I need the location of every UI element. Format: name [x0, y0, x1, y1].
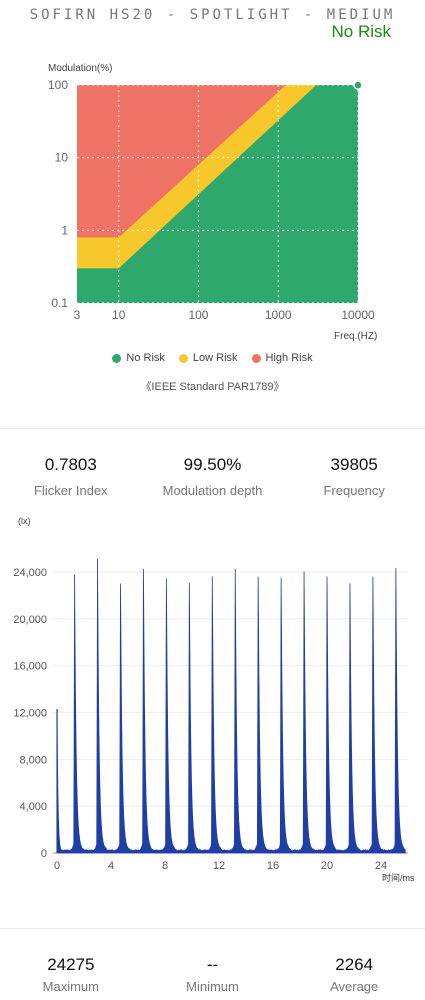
- x-tick-label: 10: [112, 308, 126, 322]
- measured-point-marker: [353, 80, 363, 90]
- y-tick-label: 0.1: [51, 296, 68, 310]
- y-tick-label: 20,000: [13, 614, 47, 626]
- legend-item-no-risk: No Risk: [112, 352, 165, 364]
- legend-dot-low-risk: [178, 353, 188, 363]
- stat-label: Maximum: [42, 979, 99, 994]
- stat-label: Minimum: [186, 979, 239, 994]
- stat-value: 2264: [335, 955, 374, 974]
- x-tick-label: 24: [375, 860, 387, 872]
- legend-item-low-risk: Low Risk: [178, 352, 238, 364]
- stat-label: Frequency: [323, 483, 385, 498]
- divider: [0, 428, 425, 429]
- standard-note: 《IEEE Standard PAR1789》: [140, 381, 285, 393]
- y-tick-label: 10: [55, 151, 69, 165]
- signal-waveform: [56, 558, 406, 854]
- y-axis-title: (lx): [18, 516, 31, 526]
- legend-label: High Risk: [265, 352, 313, 364]
- risk-status-label: No Risk: [331, 22, 391, 41]
- stat-modulation-depth: 99.50% Modulation depth: [142, 455, 284, 498]
- risk-legend: No Risk Low Risk High Risk: [0, 352, 425, 364]
- stat-value: 39805: [330, 455, 378, 474]
- x-tick-label: 3: [74, 308, 81, 322]
- x-tick-label: 0: [54, 860, 60, 872]
- x-tick-label: 20: [321, 860, 333, 872]
- x-tick-label: 10000: [341, 308, 375, 322]
- top-stats: 0.7803 Flicker Index 99.50% Modulation d…: [0, 455, 425, 498]
- x-tick-label: 4: [108, 860, 114, 872]
- stat-label: Flicker Index: [33, 483, 108, 498]
- y-tick-label: 0: [41, 848, 47, 860]
- y-tick-label: 4,000: [19, 801, 47, 813]
- no-risk-region: [77, 85, 358, 303]
- waveform-chart: 0 4,000 8,000 12,000 16,000 20,000 24,000 0 4 8 12…: [13, 516, 415, 883]
- x-tick-label: 1000: [265, 308, 292, 322]
- y-tick-label: 8,000: [19, 754, 47, 766]
- legend-label: Low Risk: [192, 352, 238, 364]
- y-tick-label: 100: [48, 78, 68, 92]
- legend-dot-no-risk: [112, 353, 122, 363]
- page-title: SOFIRN HS20 - SPOTLIGHT - MEDIUM: [29, 7, 396, 23]
- legend-item-high-risk: High Risk: [251, 352, 313, 364]
- stat-average: 2264 Average: [283, 955, 425, 994]
- x-axis-title: 时间/ms: [382, 872, 415, 883]
- y-tick-label: 24,000: [13, 567, 47, 579]
- stat-value: 0.7803: [44, 455, 97, 474]
- stat-value: 24275: [47, 955, 95, 974]
- x-tick-label: 8: [162, 860, 168, 872]
- x-tick-label: 12: [213, 860, 225, 872]
- stat-maximum: 24275 Maximum: [0, 955, 142, 994]
- x-axis-title: Freq.(HZ): [334, 331, 377, 342]
- bottom-stats: 24275 Maximum -- Minimum 2264 Average: [0, 955, 425, 994]
- y-axis-title: Modulation(%): [48, 63, 112, 74]
- x-tick-label: 100: [188, 308, 208, 322]
- legend-dot-high-risk: [251, 353, 261, 363]
- stat-flicker-index: 0.7803 Flicker Index: [0, 455, 142, 498]
- stat-value: 99.50%: [183, 455, 242, 474]
- stat-label: Modulation depth: [162, 483, 263, 498]
- legend-label: No Risk: [126, 352, 165, 364]
- y-tick-label: 16,000: [13, 661, 47, 673]
- stat-label: Average: [330, 979, 379, 994]
- x-tick-label: 16: [267, 860, 279, 872]
- stat-frequency: 39805 Frequency: [283, 455, 425, 498]
- stat-value: --: [206, 955, 219, 974]
- risk-chart: 3 10 100 1000 10000 0.1 1 10 100 Modulation(%) Fre…: [48, 63, 377, 342]
- y-tick-label: 12,000: [13, 708, 47, 720]
- stat-minimum: -- Minimum: [142, 955, 284, 994]
- divider: [0, 928, 425, 929]
- y-tick-label: 1: [61, 223, 68, 237]
